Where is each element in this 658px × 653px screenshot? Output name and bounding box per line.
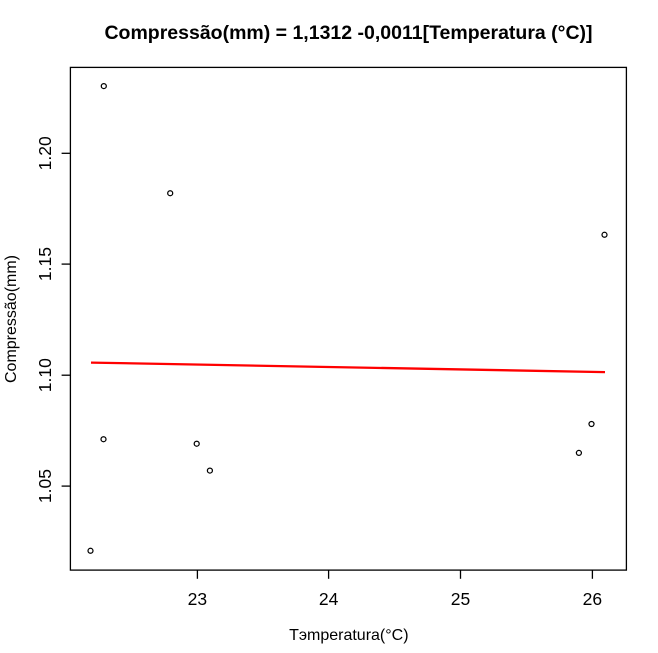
svg-text:26: 26 [583,589,602,609]
svg-text:Compressão(mm) = 1,1312 -0,001: Compressão(mm) = 1,1312 -0,0011[Temperat… [104,22,592,44]
svg-text:25: 25 [451,589,470,609]
svg-text:1.10: 1.10 [35,358,55,392]
svg-text:1.20: 1.20 [35,136,55,170]
svg-text:Compressão(mm): Compressão(mm) [3,255,20,383]
svg-text:23: 23 [188,589,207,609]
svg-text:Tэmperatura(°C): Tэmperatura(°C) [289,627,408,644]
svg-text:1.15: 1.15 [35,247,55,281]
svg-text:24: 24 [319,589,339,609]
svg-text:1.05: 1.05 [35,469,55,503]
